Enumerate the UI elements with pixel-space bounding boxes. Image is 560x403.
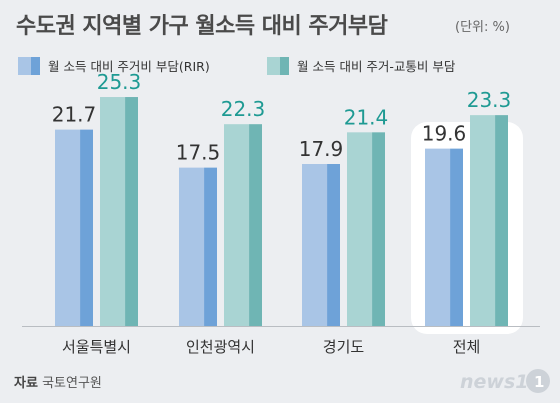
legend-label-rir: 월 소득 대비 주거비 부담(RIR) bbox=[48, 59, 210, 74]
svg-text:news1: news1 bbox=[460, 371, 529, 393]
bar-transport-4 bbox=[470, 115, 496, 326]
bar-transport-1-side bbox=[125, 97, 138, 326]
bar-rir-1-side bbox=[80, 129, 93, 326]
category-label-3: 경기도 bbox=[323, 338, 365, 356]
value-label-rir-3: 17.9 bbox=[299, 137, 344, 161]
bar-transport-4-side bbox=[495, 115, 508, 326]
bar-transport-2-side bbox=[249, 124, 262, 326]
value-label-transport-2: 22.3 bbox=[221, 97, 266, 121]
bar-rir-4 bbox=[425, 148, 451, 326]
svg-text:1: 1 bbox=[534, 373, 544, 391]
category-label-2: 인천광역시 bbox=[186, 338, 255, 356]
bar-rir-4-side bbox=[450, 148, 463, 326]
value-label-rir-4: 19.6 bbox=[422, 122, 467, 146]
chart-title: 수도권 지역별 가구 월소득 대비 주거부담 bbox=[16, 14, 388, 39]
legend-item-transport: 월 소득 대비 주거-교통비 부담 bbox=[267, 56, 455, 75]
unit-label: (단위: %) bbox=[455, 20, 510, 35]
legend-label-transport: 월 소득 대비 주거-교통비 부담 bbox=[297, 59, 456, 74]
bar-transport-2 bbox=[224, 124, 250, 326]
bar-rir-3-side bbox=[327, 164, 340, 326]
bar-rir-2 bbox=[179, 167, 205, 326]
bar-transport-3 bbox=[347, 132, 373, 326]
news1-logo: news1 1 bbox=[460, 369, 550, 393]
legend-item-rir: 월 소득 대비 주거비 부담(RIR) bbox=[18, 56, 210, 75]
value-label-transport-1: 25.3 bbox=[97, 70, 142, 94]
source-note: 자료 국토연구원 bbox=[14, 372, 102, 391]
bar-rir-3 bbox=[302, 164, 328, 326]
bar-rir-2-side bbox=[204, 167, 217, 326]
source-label: 자료 bbox=[14, 376, 38, 391]
bar-transport-1 bbox=[100, 97, 126, 326]
value-label-rir-1: 21.7 bbox=[52, 103, 97, 127]
legend-swatch-rir bbox=[18, 56, 40, 75]
source-value: 국토연구원 bbox=[42, 376, 102, 391]
legend-swatch-transport bbox=[267, 56, 289, 75]
value-label-transport-3: 21.4 bbox=[344, 105, 389, 129]
value-label-transport-4: 23.3 bbox=[467, 88, 512, 112]
category-label-4: 전체 bbox=[453, 338, 481, 356]
value-label-rir-2: 17.5 bbox=[176, 141, 221, 165]
bar-rir-1 bbox=[55, 129, 81, 326]
category-label-1: 서울특별시 bbox=[62, 338, 131, 356]
bar-transport-3-side bbox=[372, 132, 385, 326]
